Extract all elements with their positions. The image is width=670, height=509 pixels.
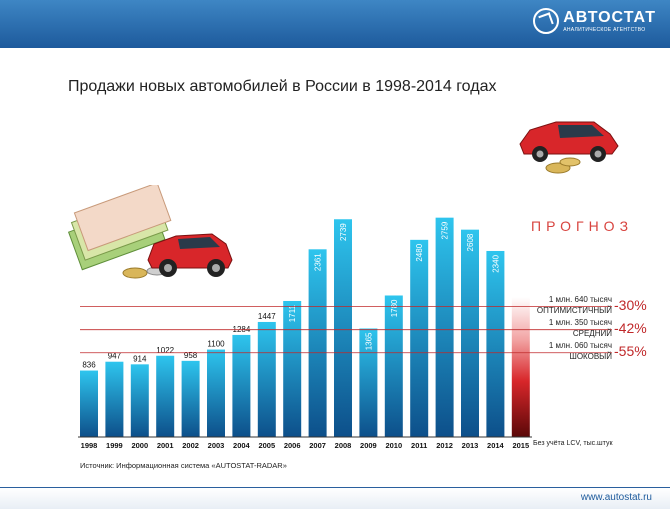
x-tick-2012: 2012 bbox=[436, 441, 453, 450]
bar-2013 bbox=[461, 229, 479, 437]
forecast-percent-3: -55% bbox=[614, 342, 647, 359]
x-tick-2013: 2013 bbox=[462, 441, 479, 450]
forecast-label-2: 1 млн. 350 тысяч СРЕДНИЙ bbox=[549, 317, 612, 339]
x-tick-2008: 2008 bbox=[335, 441, 352, 450]
forecast-value-text: 1 млн. 640 тысяч bbox=[548, 294, 612, 304]
forecast-scenario-name: ОПТИМИСТИЧНЫЙ bbox=[536, 305, 612, 315]
bar-2012 bbox=[435, 217, 454, 437]
x-tick-2005: 2005 bbox=[258, 441, 275, 450]
x-tick-2003: 2003 bbox=[208, 441, 225, 450]
x-tick-2006: 2006 bbox=[284, 441, 301, 450]
logo-subtitle: АНАЛИТИЧЕСКОЕ АГЕНТСТВО bbox=[563, 26, 646, 33]
bar-label-2013: 2608 bbox=[466, 233, 475, 251]
x-tick-2002: 2002 bbox=[182, 441, 199, 450]
x-tick-2000: 2000 bbox=[131, 441, 148, 450]
bar-label-2008: 2739 bbox=[339, 223, 348, 241]
footer-bar bbox=[0, 487, 670, 509]
logo-mark-icon bbox=[533, 8, 560, 34]
logo-name: АВТОСТАТ bbox=[563, 8, 656, 26]
footer-url[interactable]: www.autostat.ru bbox=[580, 492, 652, 503]
chart-title: Продажи новых автомобилей в России в 199… bbox=[68, 78, 497, 95]
bar-2001 bbox=[156, 355, 175, 437]
forecast-percent-2: -42% bbox=[614, 319, 647, 336]
bar-label-2011: 2480 bbox=[415, 243, 424, 261]
x-tick-2004: 2004 bbox=[233, 441, 251, 450]
bar-1999 bbox=[105, 361, 124, 437]
unit-note: Без учёта LCV, тыс.штук bbox=[533, 440, 613, 447]
bar-2011 bbox=[410, 239, 429, 437]
bar-2006 bbox=[283, 300, 302, 437]
x-tick-2011: 2011 bbox=[411, 441, 427, 450]
forecast-percent-1: -30% bbox=[614, 296, 647, 313]
x-tick-1999: 1999 bbox=[106, 441, 123, 450]
source-note: Источник: Информационная система «AUTOST… bbox=[80, 461, 287, 470]
bar-2008 bbox=[334, 219, 352, 437]
bar-2014 bbox=[486, 250, 505, 437]
bar-label-2003: 1100 bbox=[207, 340, 225, 349]
forecast-value-text: 1 млн. 060 тысяч bbox=[548, 340, 612, 350]
bar-label-2006: 1711 bbox=[288, 304, 297, 322]
bar-2003 bbox=[207, 349, 225, 437]
bar-2004 bbox=[232, 334, 251, 437]
x-tick-2009: 2009 bbox=[360, 441, 377, 450]
x-tick-2001: 2001 bbox=[157, 441, 174, 450]
x-tick-2015: 2015 bbox=[512, 441, 529, 450]
bar-1998 bbox=[80, 370, 98, 437]
forecast-label-1: 1 млн. 640 тысяч ОПТИМИСТИЧНЫЙ bbox=[537, 294, 612, 316]
bar-label-2002: 958 bbox=[184, 351, 198, 360]
bar-label-2000: 914 bbox=[133, 354, 147, 363]
bar-label-2010: 1780 bbox=[390, 299, 399, 317]
bar-2005 bbox=[257, 321, 276, 437]
forecast-scenario-name: ШОКОВЫЙ bbox=[569, 351, 612, 361]
forecast-scenario-name: СРЕДНИЙ bbox=[572, 328, 612, 338]
money-illustration bbox=[67, 185, 172, 279]
bar-2000 bbox=[130, 364, 149, 437]
x-tick-2007: 2007 bbox=[309, 441, 326, 450]
bar-2007 bbox=[308, 249, 327, 437]
autostat-logo[interactable]: АВТОСТАТ АНАЛИТИЧЕСКОЕ АГЕНТСТВО bbox=[533, 8, 656, 34]
bar-label-1998: 836 bbox=[82, 361, 96, 370]
car-illustration-right bbox=[519, 121, 619, 174]
x-tick-1998: 1998 bbox=[81, 441, 98, 450]
bar-2010 bbox=[384, 295, 403, 437]
x-tick-2014: 2014 bbox=[487, 441, 505, 450]
forecast-label-3: 1 млн. 060 тысяч ШОКОВЫЙ bbox=[549, 340, 612, 362]
forecast-value-text: 1 млн. 350 тысяч bbox=[548, 317, 612, 327]
bar-label-2009: 1365 bbox=[364, 332, 373, 350]
bar-label-2012: 2759 bbox=[441, 221, 450, 239]
car-illustration-left bbox=[147, 233, 233, 277]
bar-forecast-2015 bbox=[511, 297, 530, 437]
bar-2009 bbox=[359, 328, 378, 437]
bar-label-2014: 2340 bbox=[491, 254, 500, 272]
forecast-title: ПРОГНОЗ bbox=[531, 218, 634, 234]
bar-label-2005: 1447 bbox=[258, 312, 276, 321]
bar-label-2001: 1022 bbox=[156, 346, 174, 355]
bar-2002 bbox=[181, 360, 200, 437]
bar-label-2007: 2361 bbox=[314, 253, 323, 271]
x-tick-2010: 2010 bbox=[385, 441, 402, 450]
bar-label-1999: 947 bbox=[108, 352, 122, 361]
